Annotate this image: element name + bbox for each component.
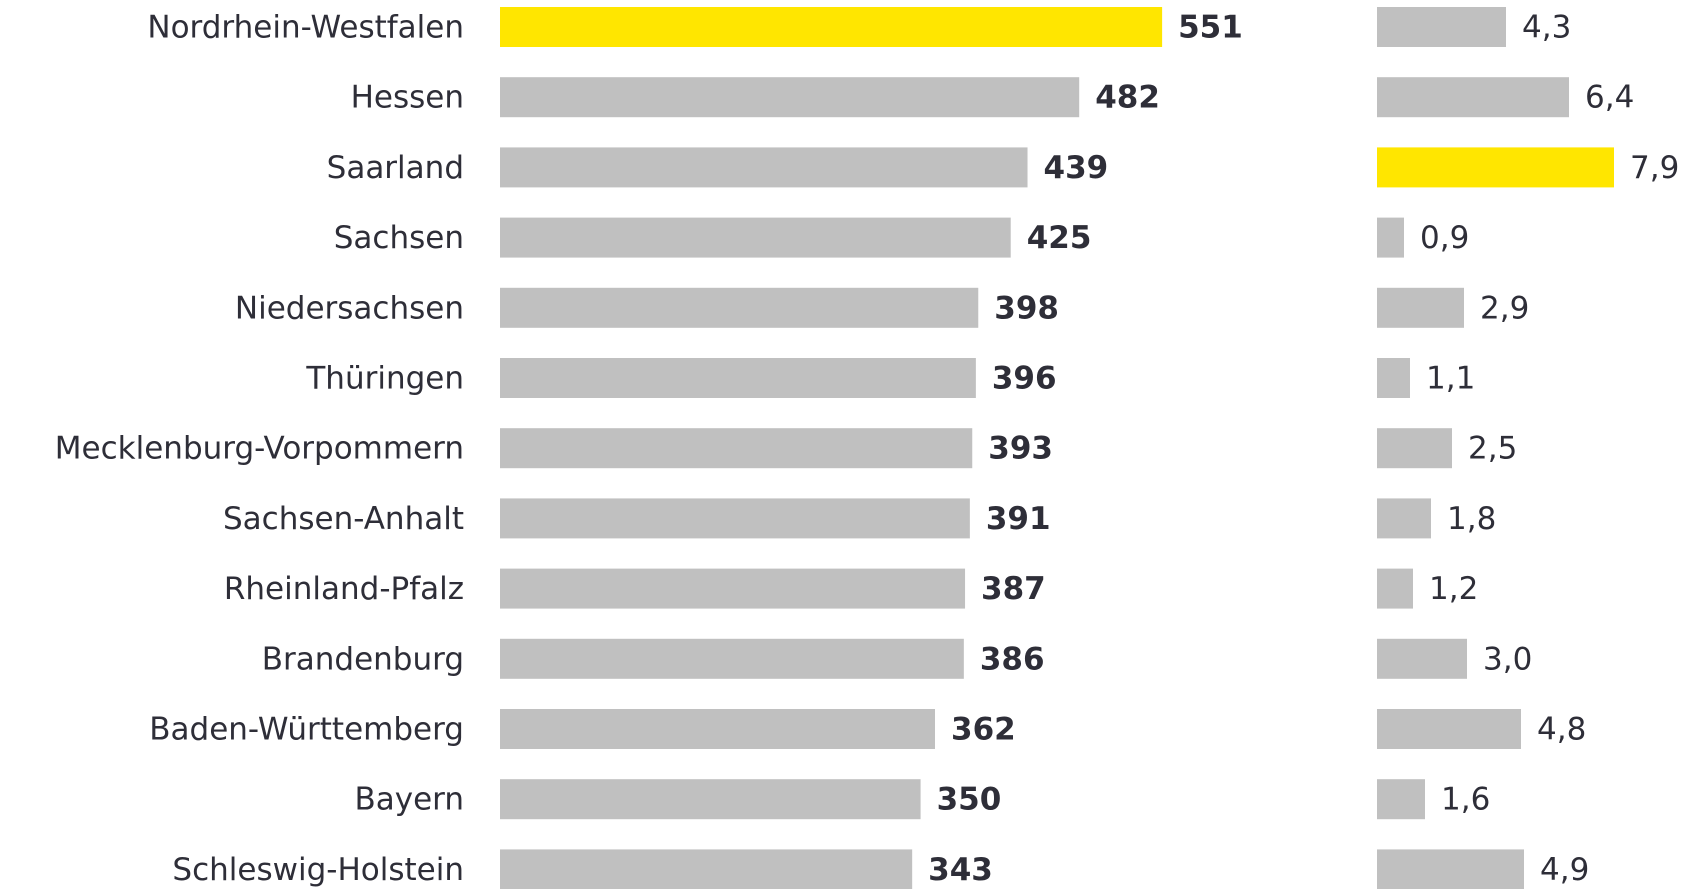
bar <box>500 358 976 398</box>
value-label: 425 <box>1027 220 1092 256</box>
value-label: 482 <box>1095 80 1160 116</box>
bar <box>500 287 979 328</box>
value-label: 1,1 <box>1426 361 1475 397</box>
value-label: 4,8 <box>1537 712 1586 748</box>
category-label: Sachsen-Anhalt <box>223 501 464 537</box>
bar <box>500 568 966 609</box>
bar <box>1377 147 1614 188</box>
value-label: 3,0 <box>1483 641 1532 677</box>
value-label: 1,8 <box>1447 501 1496 537</box>
bar <box>1377 498 1431 539</box>
bar <box>1377 709 1521 749</box>
bar <box>500 498 970 539</box>
bar <box>1377 779 1425 820</box>
category-label: Sachsen <box>334 220 464 256</box>
category-label: Nordrhein-Westfalen <box>147 10 464 46</box>
bar <box>500 7 1163 47</box>
category-label: Bayern <box>354 782 464 818</box>
value-label: 391 <box>986 501 1051 537</box>
bar <box>500 217 1011 258</box>
bar <box>1377 638 1467 679</box>
value-label: 386 <box>980 641 1045 677</box>
value-label: 439 <box>1044 150 1109 186</box>
category-label: Saarland <box>327 150 464 186</box>
value-label: 1,2 <box>1429 571 1478 607</box>
bar <box>1377 7 1506 47</box>
bar <box>1377 287 1464 328</box>
category-label: Mecklenburg-Vorpommern <box>55 431 464 467</box>
value-label: 4,9 <box>1540 852 1589 888</box>
category-label: Rheinland-Pfalz <box>224 571 464 607</box>
value-label: 350 <box>937 782 1002 818</box>
bar <box>500 709 936 749</box>
category-label: Schleswig-Holstein <box>172 852 464 888</box>
value-label: 396 <box>992 361 1057 397</box>
value-label: 0,9 <box>1420 220 1469 256</box>
bar <box>500 147 1028 188</box>
category-label: Thüringen <box>305 361 464 397</box>
bar <box>1377 568 1413 609</box>
category-label: Niedersachsen <box>235 290 464 326</box>
value-label: 6,4 <box>1585 80 1634 116</box>
bar <box>500 779 921 820</box>
value-label: 2,9 <box>1480 290 1529 326</box>
bar <box>500 428 973 469</box>
bar <box>1377 77 1569 118</box>
value-label: 4,3 <box>1522 10 1571 46</box>
bar <box>1377 428 1452 469</box>
value-label: 343 <box>928 852 993 888</box>
value-label: 393 <box>988 431 1053 467</box>
value-label: 2,5 <box>1468 431 1517 467</box>
bar <box>1377 849 1524 889</box>
value-label: 1,6 <box>1441 782 1490 818</box>
category-label: Hessen <box>351 80 464 116</box>
category-label: Baden-Württemberg <box>149 712 464 748</box>
bar <box>500 638 964 679</box>
bar <box>1377 358 1410 398</box>
bar <box>1377 217 1404 258</box>
value-label: 387 <box>981 571 1046 607</box>
bar <box>500 849 913 889</box>
value-label: 362 <box>951 712 1016 748</box>
bar <box>500 77 1080 118</box>
value-label: 398 <box>994 290 1059 326</box>
category-label: Brandenburg <box>262 641 464 677</box>
value-label: 7,9 <box>1630 150 1679 186</box>
value-label: 551 <box>1178 10 1243 46</box>
